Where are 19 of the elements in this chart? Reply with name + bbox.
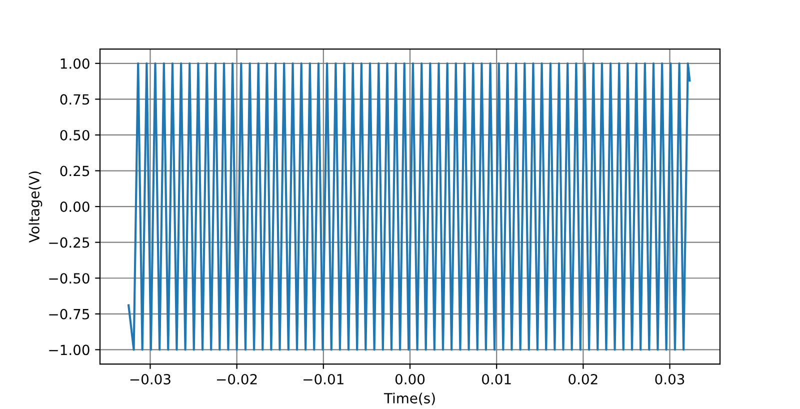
x-axis-title: Time(s) bbox=[384, 392, 435, 406]
y-tick-label: 0.50 bbox=[60, 130, 90, 140]
x-tick-label: −0.02 bbox=[217, 374, 257, 384]
y-tick-label: 0.75 bbox=[60, 94, 90, 105]
y-tick-label: 0.00 bbox=[60, 202, 90, 212]
x-tick-label: −0.01 bbox=[304, 374, 344, 384]
x-tick-label: −0.03 bbox=[130, 374, 170, 384]
y-tick-label: 1.00 bbox=[60, 58, 90, 69]
y-tick-label: −1.00 bbox=[49, 344, 90, 356]
x-tick-label: 0.02 bbox=[568, 374, 598, 384]
line-series bbox=[128, 62, 691, 351]
y-axis-title: Voltage(V) bbox=[28, 172, 42, 243]
y-tick-label: −0.75 bbox=[49, 308, 90, 320]
y-tick-label: 0.25 bbox=[60, 166, 90, 176]
x-tick-label: 0.00 bbox=[395, 374, 425, 384]
y-tick-label: −0.25 bbox=[49, 237, 90, 248]
x-tick-label: 0.03 bbox=[655, 374, 684, 384]
x-tick-label: 0.01 bbox=[482, 374, 511, 384]
y-tick-label: −0.50 bbox=[49, 273, 90, 284]
